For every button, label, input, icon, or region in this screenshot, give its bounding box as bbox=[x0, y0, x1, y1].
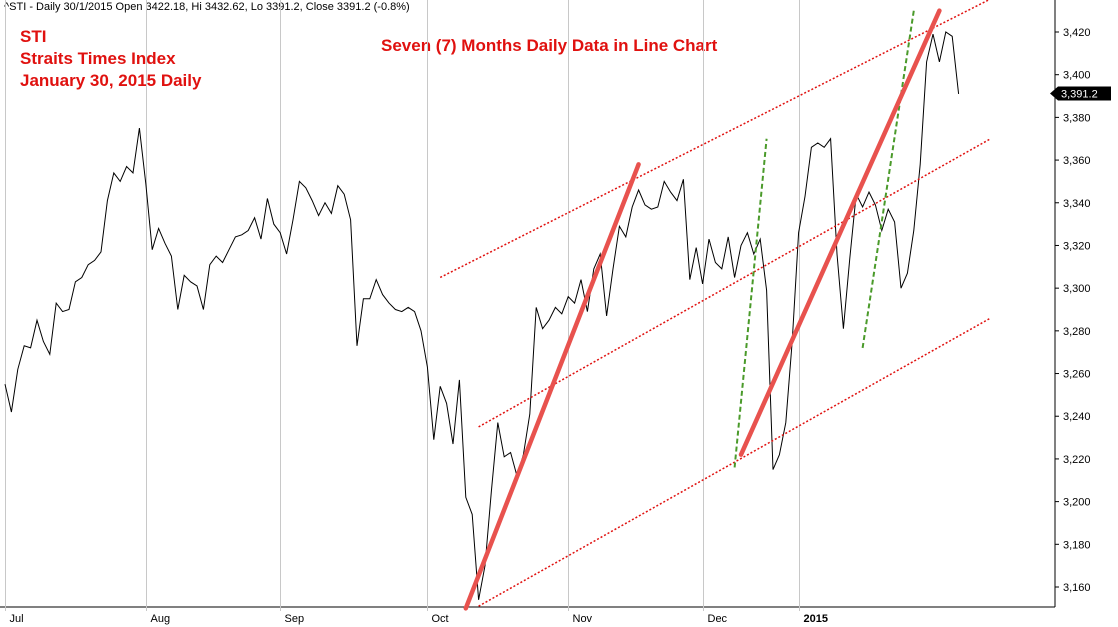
y-tick-label: 3,360 bbox=[1063, 155, 1091, 167]
red-trend-line bbox=[738, 8, 942, 457]
y-tick-label: 3,260 bbox=[1063, 369, 1091, 381]
y-tick-label: 3,300 bbox=[1063, 283, 1091, 295]
channel-line-dotted bbox=[478, 138, 991, 428]
channel-line-dotted bbox=[478, 317, 991, 607]
red-trend-line bbox=[463, 162, 641, 611]
index-name-title: Straits Times Index bbox=[20, 49, 176, 68]
y-tick-label: 3,400 bbox=[1063, 70, 1091, 82]
x-tick-label: 2015 bbox=[804, 613, 828, 625]
chart-header-info: ^STI - Daily 30/1/2015 Open 3422.18, Hi … bbox=[4, 1, 410, 13]
x-tick-label: Sep bbox=[285, 613, 305, 625]
x-tick-label: Oct bbox=[432, 613, 449, 625]
x-tick-label: Jul bbox=[10, 613, 24, 625]
y-tick-label: 3,380 bbox=[1063, 112, 1091, 124]
y-tick-label: 3,420 bbox=[1063, 27, 1091, 39]
y-tick-label: 3,160 bbox=[1063, 582, 1091, 594]
y-tick-label: 3,340 bbox=[1063, 198, 1091, 210]
y-tick-label: 3,200 bbox=[1063, 497, 1091, 509]
y-tick-label: 3,280 bbox=[1063, 326, 1091, 338]
last-value-label: 3,391.2 bbox=[1061, 88, 1098, 100]
y-tick-label: 3,320 bbox=[1063, 240, 1091, 252]
green-trend-line bbox=[861, 10, 915, 349]
y-tick-label: 3,180 bbox=[1063, 539, 1091, 551]
price-line-series bbox=[4, 31, 960, 600]
channel-line-dotted bbox=[439, 0, 991, 279]
y-tick-label: 3,240 bbox=[1063, 411, 1091, 423]
x-tick-label: Nov bbox=[573, 613, 593, 625]
y-tick-label: 3,220 bbox=[1063, 454, 1091, 466]
chart-description-title: Seven (7) Months Daily Data in Line Char… bbox=[381, 36, 718, 55]
x-tick-label: Aug bbox=[151, 613, 171, 625]
last-value-tag bbox=[1050, 86, 1111, 101]
date-title: January 30, 2015 Daily bbox=[20, 71, 202, 90]
ticker-title: STI bbox=[20, 27, 47, 46]
green-trend-line bbox=[733, 138, 768, 468]
x-tick-label: Dec bbox=[708, 613, 728, 625]
